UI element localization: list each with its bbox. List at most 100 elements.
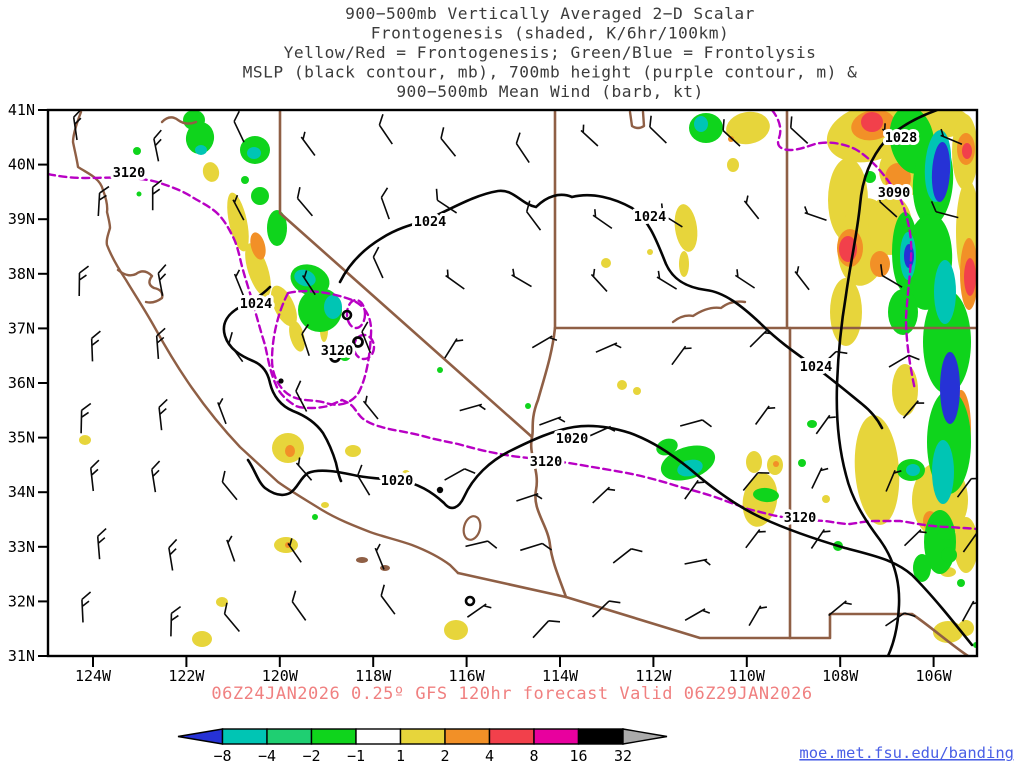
colorbar-tick-label: 8	[529, 747, 538, 765]
forecast-valid-text: 06Z24JAN2026 0.25º GFS 120hr forecast Va…	[211, 684, 812, 704]
colorbar-labels: −8 −4 −2 −1 1 2 4 8 16 32	[213, 747, 632, 765]
wind-barb	[465, 540, 498, 549]
shading-patch	[892, 364, 918, 416]
x-tick-label: 114W	[542, 667, 579, 685]
mslp-contour-1020	[246, 424, 974, 647]
wind-barb	[684, 558, 711, 566]
wind-barb	[361, 321, 372, 354]
wind-barb	[444, 338, 464, 359]
wind-barb	[580, 124, 599, 147]
mslp-contour-1024-west	[222, 285, 343, 483]
shading-patch	[773, 461, 779, 467]
wind-barb	[300, 131, 316, 156]
shading-patch	[136, 191, 142, 197]
wind-barb	[440, 127, 457, 157]
wind-barb	[612, 548, 643, 564]
title-line-1: 900−500mb Vertically Averaged 2−D Scalar	[345, 4, 755, 23]
x-tick-label: 116W	[449, 667, 486, 685]
wind-barb	[684, 479, 705, 500]
y-tick-label: 36N	[8, 374, 35, 392]
wind-barb	[745, 529, 766, 549]
wind-barb	[170, 605, 182, 637]
wind-barb	[217, 398, 227, 425]
contour-label: 1024	[634, 209, 667, 225]
wind-barb	[157, 264, 167, 296]
wind-barb	[885, 470, 902, 492]
colorbar-segment	[266, 728, 313, 745]
shading-patch	[402, 470, 410, 478]
shading-patch	[271, 285, 297, 327]
mslp-closed-contour	[464, 595, 476, 607]
contour-label: 1024	[800, 359, 833, 375]
wind-barb	[151, 460, 161, 493]
shading-patch	[227, 192, 249, 252]
contour-label: 3090	[878, 185, 911, 201]
wind-barb	[592, 209, 613, 230]
frontogenesis-shading	[79, 110, 977, 648]
shading-patch	[202, 162, 220, 182]
shading-patch	[289, 320, 305, 352]
wind-barb	[592, 486, 616, 504]
wind-barb	[356, 464, 371, 496]
y-tick-label: 34N	[8, 483, 35, 501]
wind-barb	[155, 327, 166, 359]
contour-label: 3120	[784, 510, 817, 526]
colorbar-segment	[577, 728, 624, 745]
shading-patch	[216, 597, 228, 607]
y-axis-labels: 41N 40N 39N 38N 37N 36N 35N 34N 33N 32N …	[8, 101, 35, 665]
colorbar-tick-label: 32	[614, 747, 632, 765]
shading-patch	[185, 122, 215, 154]
shading-patch	[904, 244, 914, 268]
shading-patch	[321, 502, 329, 508]
wind-barb	[940, 128, 963, 145]
shading-patch	[962, 143, 972, 159]
wind-barb	[295, 380, 308, 412]
wind-barb	[287, 538, 302, 563]
banding-site-link[interactable]: moe.met.fsu.edu/banding	[799, 744, 1014, 762]
contour-label: 1020	[556, 431, 589, 447]
wind-barb	[226, 535, 236, 562]
shading-patch	[437, 367, 443, 373]
shading-patch	[906, 464, 920, 476]
y-tick-label: 39N	[8, 210, 35, 228]
wind-barb	[754, 405, 776, 425]
x-axis	[92, 656, 935, 667]
oregon-river	[160, 116, 198, 125]
wind-barb	[301, 270, 316, 296]
shading-patch	[245, 243, 271, 297]
colorbar-segment	[310, 728, 357, 745]
height-contour	[48, 172, 977, 531]
shading-patch	[338, 343, 352, 361]
shading-patch	[647, 249, 653, 255]
title-line-2: Frontogenesis (shaded, K/6hr/100km)	[371, 24, 730, 43]
wind-barb	[595, 342, 622, 353]
shading-patch	[656, 438, 678, 456]
x-tick-label: 118W	[355, 667, 392, 685]
x-tick-label: 110W	[729, 667, 766, 685]
wind-barb	[734, 269, 756, 289]
shading-patch	[324, 295, 342, 319]
shading-patch	[267, 210, 287, 246]
y-tick-label: 37N	[8, 319, 35, 337]
wind-barb	[815, 414, 836, 435]
wind-barb	[591, 600, 621, 618]
title-line-4: MSLP (black contour, mb), 700mb height (…	[243, 63, 858, 82]
salton-sea	[462, 515, 482, 541]
shading-patch	[250, 232, 266, 260]
chart-title: 900−500mb Vertically Averaged 2−D Scalar…	[243, 4, 858, 101]
contour-label: 3120	[530, 454, 563, 470]
shading-patch	[247, 147, 261, 159]
wind-barb	[515, 132, 530, 164]
colorbar-segment	[399, 728, 446, 745]
shading-patch	[617, 380, 627, 390]
height-contour	[770, 110, 917, 392]
wind-barb	[649, 115, 667, 144]
shading-patch	[931, 142, 951, 202]
shading-patch	[940, 352, 960, 424]
wind-barb	[828, 600, 852, 617]
shading-patch	[192, 631, 212, 647]
wind-barb	[880, 264, 903, 288]
shading-patch	[879, 486, 891, 496]
wind-barb	[90, 330, 101, 362]
shading-patch	[679, 251, 689, 277]
